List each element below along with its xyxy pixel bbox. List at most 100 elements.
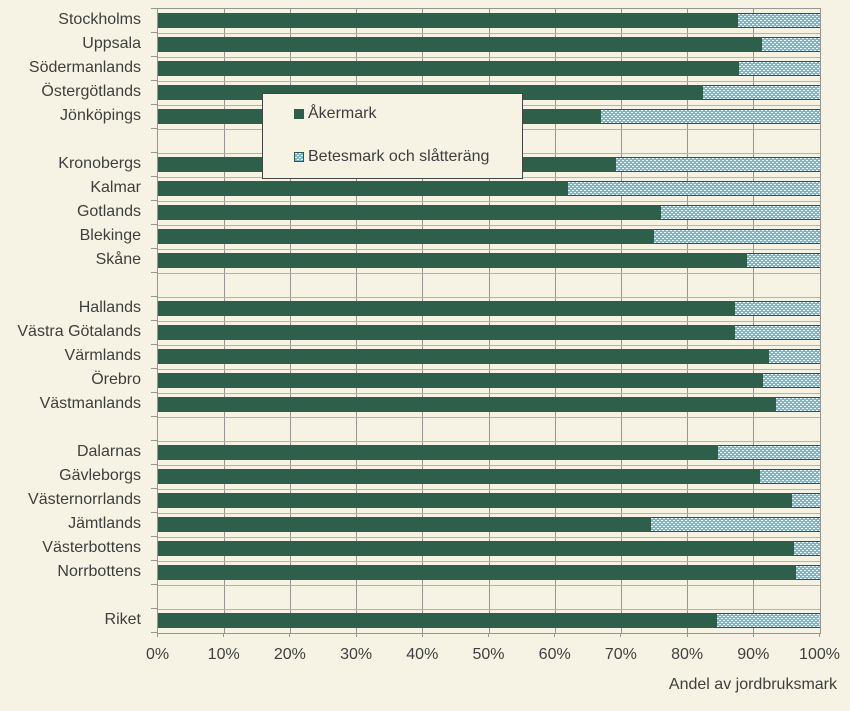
akermark-segment <box>158 205 662 220</box>
y-axis-tick <box>151 200 157 201</box>
y-axis-tick <box>151 488 157 489</box>
category-label: Hallands <box>78 299 141 316</box>
bar-riket <box>158 613 820 628</box>
x-tick-label: 60% <box>538 646 571 663</box>
x-tick-label: 10% <box>207 646 240 663</box>
akermark-segment <box>158 469 761 484</box>
legend-item-akermark: Åkermark <box>294 104 376 124</box>
x-axis-tick <box>488 633 489 637</box>
horizontal-gridline <box>158 584 820 586</box>
betesmark-swatch-icon <box>294 152 304 162</box>
akermark-segment <box>158 613 718 628</box>
betesmark-segment <box>718 445 820 460</box>
betesmark-segment <box>775 397 820 412</box>
betesmark-segment <box>600 109 820 124</box>
y-axis-tick <box>151 416 157 417</box>
x-axis-title: Andel av jordbruksmark <box>668 676 837 693</box>
category-label: Gävleborgs <box>59 467 141 484</box>
bar-s-dermanlands <box>158 61 820 76</box>
akermark-swatch-icon <box>294 109 304 119</box>
betesmark-segment <box>747 253 820 268</box>
y-axis-tick <box>151 632 157 633</box>
horizontal-gridline <box>158 512 820 514</box>
betesmark-segment <box>703 85 820 100</box>
horizontal-gridline <box>158 488 820 490</box>
horizontal-gridline <box>158 320 820 322</box>
horizontal-gridline <box>158 440 820 442</box>
y-axis-tick <box>151 512 157 513</box>
x-tick-label: 40% <box>406 646 439 663</box>
y-axis-tick <box>151 608 157 609</box>
y-axis-tick <box>151 272 157 273</box>
betesmark-segment <box>653 229 820 244</box>
akermark-segment <box>158 541 794 556</box>
horizontal-gridline <box>158 560 820 562</box>
y-axis-tick <box>151 344 157 345</box>
akermark-segment <box>158 397 776 412</box>
betesmark-segment <box>739 61 820 76</box>
akermark-segment <box>158 181 569 196</box>
akermark-segment <box>158 37 762 52</box>
akermark-segment <box>158 493 793 508</box>
y-axis-tick <box>151 560 157 561</box>
horizontal-gridline <box>158 608 820 610</box>
y-axis-tick <box>151 104 157 105</box>
legend-label-akermark: Åkermark <box>308 105 377 122</box>
bar-v-sterbottens <box>158 541 820 556</box>
category-label: Skåne <box>95 251 141 268</box>
akermark-segment <box>158 229 654 244</box>
x-tick-label: 30% <box>340 646 373 663</box>
y-axis-tick <box>151 536 157 537</box>
betesmark-segment <box>661 205 820 220</box>
category-label: Södermanlands <box>28 59 141 76</box>
x-tick-label: 80% <box>671 646 704 663</box>
bar-v-stmanlands <box>158 397 820 412</box>
x-axis-tick <box>752 633 754 637</box>
x-axis-tick <box>289 633 291 637</box>
bar-j-mtlands <box>158 517 820 532</box>
horizontal-gridline <box>158 296 820 298</box>
y-axis-tick <box>151 368 157 369</box>
bar-kalmar <box>158 181 820 196</box>
y-axis-tick <box>151 152 157 153</box>
category-label: Västerbottens <box>42 539 141 556</box>
betesmark-segment <box>650 517 820 532</box>
bar-v-stra-g-talands <box>158 325 820 340</box>
legend: Åkermark Betesmark och slåtteräng <box>262 93 523 179</box>
category-label: Västmanlands <box>39 395 141 412</box>
category-label: Östergötlands <box>41 83 141 100</box>
category-label: Gotlands <box>76 203 141 220</box>
category-label: Norrbottens <box>57 563 141 580</box>
betesmark-segment <box>769 349 820 364</box>
y-axis-tick <box>151 176 157 177</box>
akermark-segment <box>158 253 748 268</box>
horizontal-gridline <box>158 464 820 466</box>
x-axis-tick <box>620 633 622 637</box>
betesmark-segment <box>792 493 820 508</box>
category-label: Örebro <box>91 371 141 388</box>
bar-blekinge <box>158 229 820 244</box>
y-axis-tick <box>151 8 157 9</box>
horizontal-gridline <box>158 536 820 538</box>
category-label: Västernorrlands <box>28 491 141 508</box>
x-tick-label: 20% <box>273 646 306 663</box>
betesmark-segment <box>763 373 820 388</box>
bar-norrbottens <box>158 565 820 580</box>
y-axis-tick <box>151 320 157 321</box>
horizontal-gridline <box>158 80 820 82</box>
y-axis-tick <box>151 392 157 393</box>
category-label: Uppsala <box>82 35 141 52</box>
betesmark-segment <box>760 469 820 484</box>
legend-item-betesmark: Betesmark och slåtteräng <box>294 147 489 167</box>
y-axis-tick <box>151 56 157 57</box>
akermark-segment <box>158 349 770 364</box>
y-axis-tick <box>151 440 157 441</box>
y-axis-tick <box>151 224 157 225</box>
x-axis-tick <box>223 633 225 637</box>
x-axis-tick <box>157 633 158 637</box>
x-tick-label: 0% <box>145 646 170 663</box>
x-tick-label: 50% <box>472 646 505 663</box>
betesmark-segment <box>795 565 820 580</box>
betesmark-segment <box>616 157 820 172</box>
akermark-segment <box>158 325 735 340</box>
